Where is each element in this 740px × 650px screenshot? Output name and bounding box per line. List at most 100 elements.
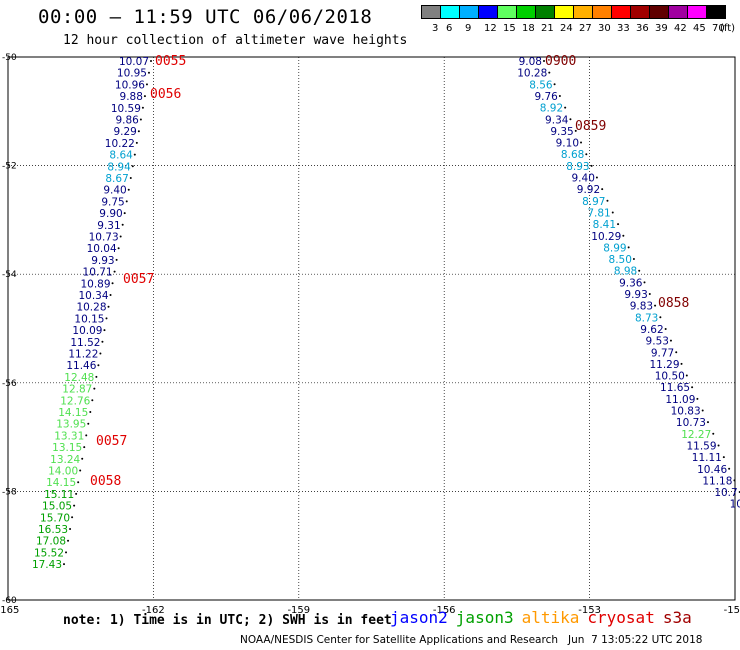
x-tick-label: -156 [433,605,456,616]
satellite-legend: jason2 jason3 altika cryosat s3a [390,608,700,627]
track-point [135,141,138,144]
track-point [107,305,110,308]
wave-height-label: 11.18 [702,475,732,487]
plot-frame [7,56,736,601]
track-point [706,421,709,424]
track-point [685,374,688,377]
track-point [81,457,84,460]
wave-height-label: 10.29 [591,231,621,243]
track-point [696,397,699,400]
track-point [71,516,74,519]
scale-tick-label: 6 [446,23,453,34]
scale-tick-label: 3 [432,23,439,34]
track-point [558,94,561,97]
wave-height-label: 11.65 [660,382,690,394]
wave-height-label: 8.97 [582,196,605,208]
track-point [123,212,126,215]
wave-height-label: 9.75 [101,196,124,208]
track-point [67,539,70,542]
wave-height-label: 11.11 [692,452,722,464]
y-tick-label: -56 [2,379,17,389]
wave-height-label: 12.76 [60,395,90,407]
wave-height-label: 9.88 [120,91,143,103]
wave-height-label: 13.31 [54,430,84,442]
time-label: 0058 [90,474,121,489]
scale-tick-label: 12 [484,23,497,34]
wave-height-label: 12.48 [64,372,94,384]
track-point [95,375,98,378]
wave-height-label: 13.24 [50,454,80,466]
wave-height-label: 11.59 [686,440,716,452]
wave-height-label: 15.05 [42,501,72,513]
track-point [643,281,646,284]
wave-height-label: 9.86 [115,115,139,127]
track-point [111,282,114,285]
track-point [87,422,90,425]
track-point [617,223,620,226]
wave-height-label: 9.29 [113,126,136,138]
wave-height-label: 13.95 [56,419,86,431]
wave-height-label: 10.89 [80,278,110,290]
scale-tick-label: 9 [465,23,472,34]
time-label: 0900 [545,54,576,69]
track-point [585,153,588,156]
track-point [73,504,76,507]
scale-tick-label: 30 [598,23,611,34]
scale-tick-label: 21 [541,23,554,34]
wave-height-label: 10.73 [89,232,119,244]
wave-height-label: 15.11 [44,489,74,501]
wave-height-label: 14.15 [46,477,76,489]
wave-height-label: 9.76 [534,91,558,103]
satellite-name-jason3: jason3 [455,608,514,627]
x-tick-label: -159 [287,605,310,616]
wave-height-label: 17.43 [32,559,62,571]
track-point [648,293,651,295]
wave-height-label: 10.04 [87,243,117,255]
wave-height-label: 10 [730,499,740,511]
wave-height-label: 8.67 [105,173,128,185]
wave-height-label: 8.99 [603,242,626,254]
track-point [150,60,152,62]
scale-tick-label: 18 [522,23,535,34]
track-point [680,362,683,365]
wave-height-label: 9.34 [545,114,569,126]
track-point [75,492,78,495]
wave-height-label: 8.56 [529,79,553,91]
wave-height-label: 11.09 [665,394,695,406]
track-point [121,223,124,226]
satellite-name-cryosat: cryosat [587,608,655,627]
scale-tick-label: 42 [674,23,687,34]
track-point [63,563,65,566]
wave-height-label: 10.83 [671,406,701,418]
wave-height-label: 10.50 [655,371,685,383]
track-point [91,399,94,402]
track-point [139,118,142,121]
scale-swatch [706,5,726,19]
track-point [701,409,704,412]
track-point [129,177,132,179]
wave-height-label: 9.40 [572,173,595,185]
satellite-name-altika: altika [521,608,580,627]
scale-tick-label: 45 [693,23,706,34]
wave-height-label: 11.29 [649,359,679,371]
y-tick-label: -60 [2,596,17,606]
track-point [145,83,148,86]
wave-height-label: 9.92 [577,184,600,196]
wave-height-label: 10.7 [714,487,737,499]
wave-height-label: 15.52 [34,547,64,559]
time-label: 0057 [96,434,127,449]
track-point [115,258,118,261]
track-point [147,71,150,74]
wave-height-label: 11.22 [68,349,98,361]
track-point [595,176,598,179]
track-point [601,188,604,191]
track-point [569,118,572,121]
scale-tick-label: 24 [560,23,573,34]
time-label: 0858 [658,296,689,311]
wave-height-label: 13.15 [52,442,82,454]
scale-tick-label: 15 [503,23,516,34]
wave-height-label: 12.87 [62,384,92,396]
track-point [141,106,144,109]
y-tick-label: -58 [2,487,17,497]
wave-height-label: 8.93 [566,161,589,173]
